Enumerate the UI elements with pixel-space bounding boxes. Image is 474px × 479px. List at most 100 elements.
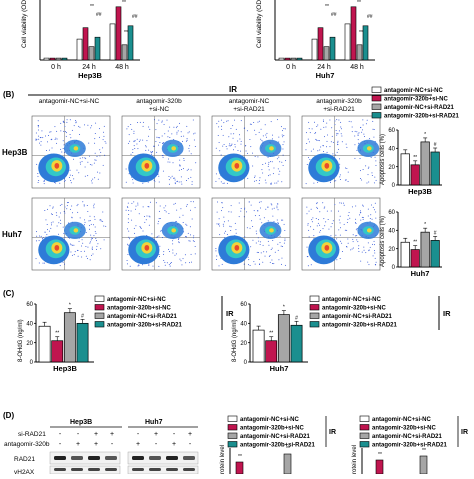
flow-point <box>367 242 369 244</box>
flow-point <box>253 210 255 212</box>
flow-point <box>347 215 349 217</box>
flow-point <box>127 243 129 245</box>
flow-point <box>374 202 376 204</box>
flow-point <box>256 233 258 235</box>
flow-point <box>228 211 230 213</box>
legend-swatch <box>94 321 105 328</box>
flow-point <box>258 120 260 122</box>
flow-point <box>157 137 159 139</box>
flow-point <box>125 168 127 170</box>
flow-point <box>308 229 310 231</box>
flow-point <box>193 240 195 242</box>
flow-point <box>362 205 364 207</box>
flow-point <box>171 133 173 135</box>
flow-point <box>333 180 335 182</box>
flow-point <box>43 180 45 182</box>
flow-point <box>311 219 313 221</box>
flow-point <box>159 205 161 207</box>
flow-point <box>189 240 191 242</box>
flow-point <box>70 251 72 253</box>
flow-point <box>190 169 192 171</box>
flow-point <box>166 262 168 264</box>
flow-point <box>263 217 265 219</box>
flow-point <box>132 182 134 184</box>
flow-point <box>64 236 66 238</box>
flow-point <box>133 227 135 229</box>
flow-point <box>354 235 356 237</box>
legend-entry: antagomir-320b+si-RAD21 <box>107 323 183 329</box>
flow-point <box>96 171 98 173</box>
flow-blob <box>324 162 330 169</box>
legend-entry: antagomir-320b+si-RAD21 <box>322 323 398 329</box>
significance-label: ** <box>122 0 126 6</box>
flow-point <box>174 202 176 204</box>
flow-point <box>128 173 130 175</box>
flow-point <box>343 204 345 206</box>
flow-point <box>354 135 356 137</box>
flow-point <box>179 216 181 218</box>
flow-point <box>75 119 77 121</box>
flow-point <box>134 140 136 142</box>
flow-point <box>151 152 153 154</box>
significance-label: ** <box>378 452 382 458</box>
flow-point <box>190 209 192 211</box>
tick-label: 48 h <box>350 64 364 71</box>
flow-point <box>156 123 158 125</box>
flow-blob <box>54 162 60 169</box>
flow-point <box>268 161 270 163</box>
flow-point <box>250 146 252 148</box>
bar <box>362 25 369 61</box>
flow-point <box>341 251 343 253</box>
flow-point <box>153 119 155 121</box>
flow-point <box>71 212 73 214</box>
flow-point <box>265 136 267 138</box>
flow-point <box>240 150 242 152</box>
flow-point <box>89 155 91 157</box>
flow-point <box>67 201 69 203</box>
flow-point <box>270 183 272 185</box>
flow-point <box>311 128 313 130</box>
flow-point <box>51 224 53 226</box>
significance-label: ** <box>422 448 426 454</box>
blot-header-hep3b: Hep3B <box>70 419 92 426</box>
flow-point <box>361 216 363 218</box>
flow-point <box>35 139 37 141</box>
significance-label: ## <box>367 14 373 20</box>
flow-blob <box>366 228 372 233</box>
flow-point <box>282 245 284 247</box>
flow-point <box>180 131 182 133</box>
flow-point <box>134 232 136 234</box>
flow-point <box>308 128 310 130</box>
flow-point <box>316 225 318 227</box>
flow-point <box>158 175 160 177</box>
flow-point <box>367 174 369 176</box>
flow-point <box>366 182 368 184</box>
flow-point <box>313 121 315 123</box>
flow-point <box>375 164 377 166</box>
blot-band <box>166 468 178 471</box>
flow-point <box>167 161 169 163</box>
flow-point <box>73 254 75 256</box>
flow-point <box>309 132 311 134</box>
flow-point <box>133 141 135 143</box>
bar <box>76 322 89 363</box>
bar <box>430 240 440 268</box>
flow-point <box>221 263 223 265</box>
flow-point <box>194 245 196 247</box>
flow-point <box>169 137 171 139</box>
flow-point <box>148 263 150 265</box>
flow-point <box>271 247 273 249</box>
flow-point <box>39 235 41 237</box>
flow-point <box>37 172 39 174</box>
flow-point <box>307 265 309 267</box>
flow-point <box>345 179 347 181</box>
flow-point <box>237 140 239 142</box>
flow-point <box>277 209 279 211</box>
flow-point <box>373 182 375 184</box>
flow-point <box>90 237 92 239</box>
flow-point <box>284 229 286 231</box>
flow-point <box>147 205 149 207</box>
flow-point <box>365 252 367 254</box>
flow-point <box>56 214 58 216</box>
